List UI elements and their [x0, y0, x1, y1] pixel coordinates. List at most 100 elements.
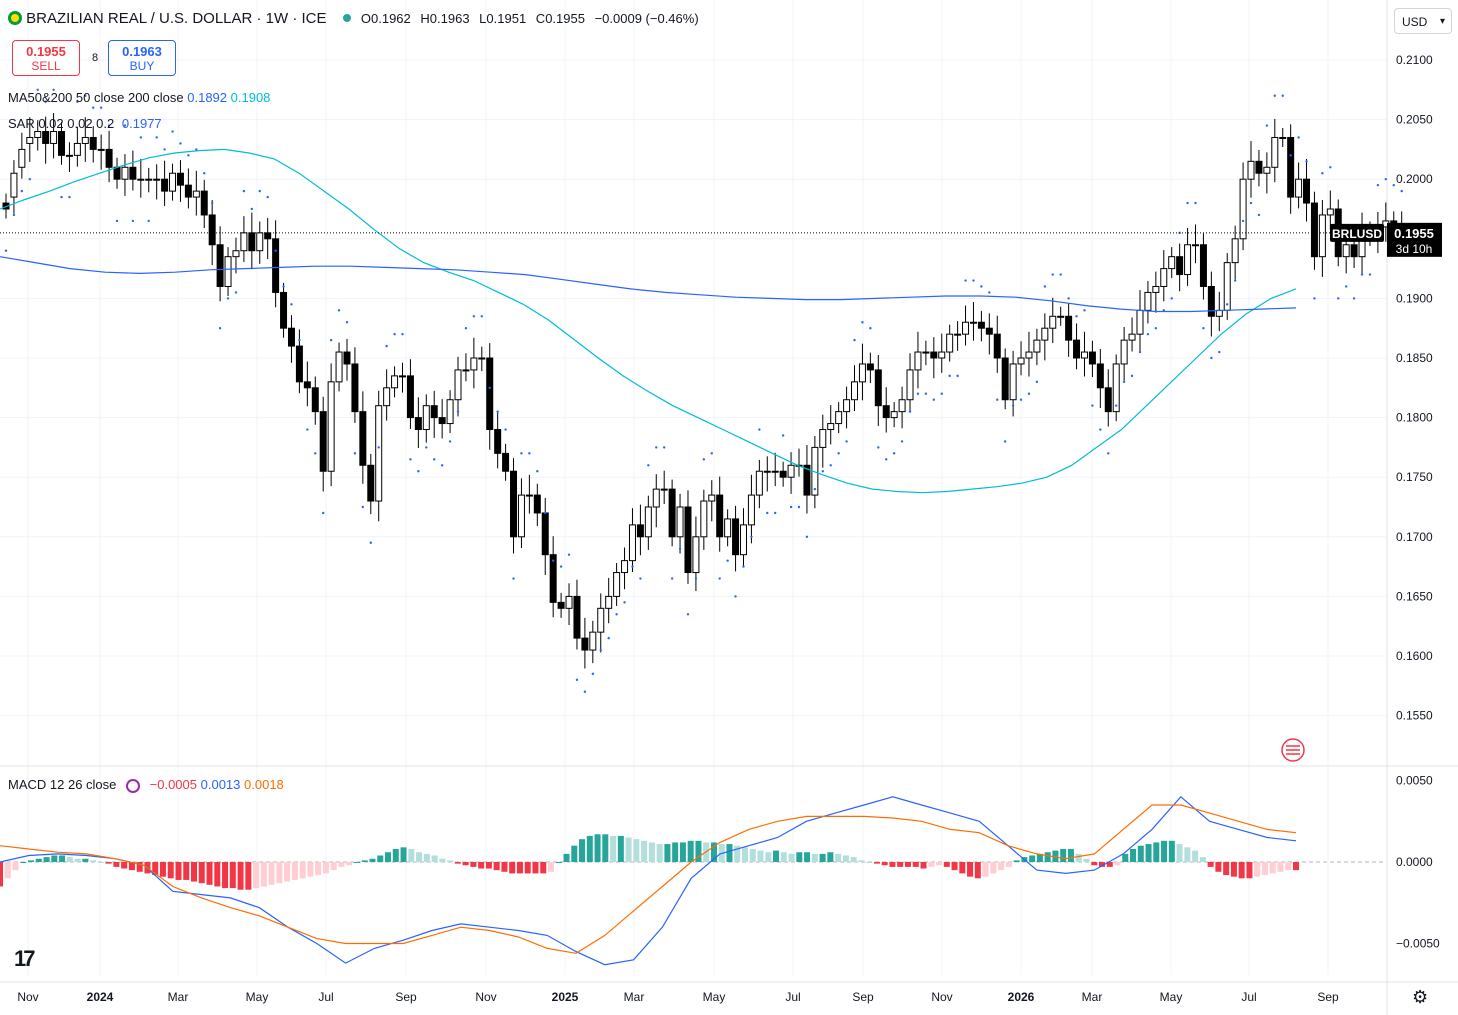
candle[interactable]	[1310, 202, 1318, 258]
candle[interactable]	[1136, 309, 1144, 335]
candle[interactable]	[565, 595, 573, 609]
candle[interactable]	[533, 494, 541, 514]
candle[interactable]	[985, 327, 993, 335]
candle[interactable]	[200, 190, 208, 216]
candle[interactable]	[668, 488, 676, 538]
candle[interactable]	[311, 387, 319, 413]
candle[interactable]	[327, 381, 335, 472]
candle[interactable]	[1318, 214, 1326, 258]
candle[interactable]	[1326, 208, 1334, 216]
candle[interactable]	[1271, 136, 1279, 168]
candle[interactable]	[866, 363, 874, 371]
candle[interactable]	[224, 256, 232, 287]
candle[interactable]	[335, 351, 343, 383]
candle[interactable]	[660, 488, 668, 491]
candle[interactable]	[192, 190, 200, 198]
candle[interactable]	[494, 429, 502, 454]
candle[interactable]	[502, 452, 510, 472]
candle[interactable]	[26, 136, 34, 144]
candle[interactable]	[922, 351, 930, 354]
candle[interactable]	[684, 506, 692, 574]
candle[interactable]	[636, 524, 644, 538]
macd-icon[interactable]	[126, 779, 141, 793]
candle[interactable]	[438, 417, 446, 425]
candle[interactable]	[835, 411, 843, 425]
candle[interactable]	[803, 464, 811, 496]
candle[interactable]	[153, 178, 161, 181]
candle[interactable]	[1279, 136, 1287, 139]
candle[interactable]	[1247, 160, 1255, 180]
gear-icon[interactable]: ⚙	[1412, 987, 1429, 1007]
candle[interactable]	[549, 554, 557, 603]
candle[interactable]	[1025, 351, 1033, 359]
candle[interactable]	[422, 405, 430, 431]
candle[interactable]	[1049, 315, 1057, 329]
currency-select[interactable]: USD ▾	[1394, 8, 1452, 34]
candle[interactable]	[319, 411, 327, 472]
candle[interactable]	[343, 351, 351, 365]
candle[interactable]	[676, 506, 684, 538]
candle[interactable]	[739, 524, 747, 556]
candle[interactable]	[1239, 178, 1247, 240]
candle[interactable]	[1192, 244, 1199, 247]
candle[interactable]	[787, 464, 795, 478]
candle[interactable]	[1184, 244, 1192, 276]
candle[interactable]	[89, 136, 97, 150]
candle[interactable]	[406, 375, 414, 419]
candle[interactable]	[1255, 160, 1263, 174]
candle[interactable]	[597, 607, 605, 633]
candle[interactable]	[946, 333, 954, 353]
candle[interactable]	[50, 131, 58, 144]
candle[interactable]	[1263, 166, 1271, 174]
candle[interactable]	[256, 232, 264, 252]
candle[interactable]	[827, 423, 835, 431]
candle[interactable]	[1160, 268, 1168, 287]
candle[interactable]	[1152, 285, 1160, 293]
candle[interactable]	[1207, 285, 1215, 317]
candle[interactable]	[129, 166, 137, 180]
candle[interactable]	[34, 131, 42, 138]
candle[interactable]	[113, 166, 121, 180]
candle[interactable]	[1104, 387, 1112, 413]
candle[interactable]	[176, 172, 184, 186]
candle[interactable]	[1231, 238, 1239, 264]
candle[interactable]	[930, 351, 938, 359]
candle[interactable]	[1215, 309, 1223, 317]
candle[interactable]	[692, 536, 700, 574]
candle[interactable]	[954, 333, 962, 336]
candle[interactable]	[1128, 333, 1136, 341]
candle[interactable]	[462, 369, 470, 372]
candle[interactable]	[763, 470, 771, 473]
candle[interactable]	[1176, 256, 1184, 276]
candle[interactable]	[10, 172, 18, 198]
candle[interactable]	[430, 405, 438, 419]
candle[interactable]	[478, 357, 486, 360]
candle[interactable]	[216, 244, 224, 287]
candle[interactable]	[779, 470, 787, 478]
candle[interactable]	[843, 399, 851, 413]
candle[interactable]	[1112, 363, 1120, 413]
candle[interactable]	[747, 494, 755, 526]
sar-legend[interactable]: SAR 0.02 0.02 0.2 0.1977	[8, 116, 162, 131]
candle[interactable]	[938, 351, 946, 359]
candle[interactable]	[161, 178, 169, 192]
symbol-legend[interactable]: BRAZILIAN REAL / U.S. DOLLAR · 1W · ICE …	[8, 10, 699, 27]
candle[interactable]	[73, 142, 81, 156]
symbol-title[interactable]: BRAZILIAN REAL / U.S. DOLLAR · 1W · ICE	[26, 10, 327, 27]
candle[interactable]	[1342, 244, 1350, 258]
candle[interactable]	[557, 601, 565, 609]
candle[interactable]	[1144, 291, 1152, 311]
candle[interactable]	[541, 512, 549, 556]
macd-legend[interactable]: MACD 12 26 close −0.0005 0.0013 0.0018	[8, 777, 284, 793]
candle[interactable]	[208, 214, 216, 246]
candle[interactable]	[280, 291, 288, 329]
candle[interactable]	[977, 321, 985, 329]
candle[interactable]	[1199, 244, 1207, 287]
candle[interactable]	[1057, 315, 1065, 318]
candle[interactable]	[874, 369, 882, 407]
candle[interactable]	[414, 417, 422, 431]
candle[interactable]	[898, 399, 906, 413]
candle[interactable]	[708, 494, 716, 502]
candle[interactable]	[1295, 178, 1303, 198]
